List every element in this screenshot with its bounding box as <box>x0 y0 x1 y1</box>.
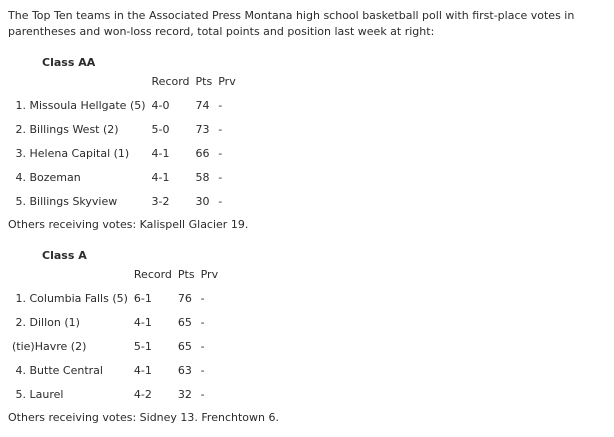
pts-cell: 58 <box>195 171 210 184</box>
table-row: 2. Dillon (1) 4-1 65 - <box>10 312 220 334</box>
intro-paragraph: The Top Ten teams in the Associated Pres… <box>8 8 606 40</box>
record-cell: 4-2 <box>133 388 152 401</box>
record-cell: 6-1 <box>133 292 152 305</box>
table-header-row: Record Pts Prv <box>10 71 238 93</box>
class-a-heading: Class A <box>42 249 87 262</box>
record-cell: 5-0 <box>151 123 170 136</box>
record-cell: 4-1 <box>133 316 152 329</box>
pts-column-header: Pts <box>195 75 213 88</box>
pts-cell: 32 <box>177 388 192 401</box>
section-class-aa: Class AA Record Pts Prv 1. Missoula Hell… <box>8 56 606 233</box>
pts-cell: 63 <box>177 364 192 377</box>
table-row: 2. Billings West (2) 5-0 73 - <box>10 119 238 141</box>
team-cell: 3. Helena Capital (1) <box>12 147 130 160</box>
prv-cell: - <box>218 171 223 184</box>
team-cell: (tie)Havre (2) <box>12 340 87 353</box>
prv-cell: - <box>218 147 223 160</box>
prv-column-header: Prv <box>218 75 236 88</box>
pts-cell: 66 <box>195 147 210 160</box>
record-cell: 3-2 <box>151 195 170 208</box>
others-receiving-votes: Others receiving votes: Kalispell Glacie… <box>8 218 249 231</box>
record-cell: 4-1 <box>133 364 152 377</box>
team-cell: 2. Dillon (1) <box>12 316 80 329</box>
class-aa-heading: Class AA <box>42 56 96 69</box>
table-row: 4. Bozeman 4-1 58 - <box>10 167 238 189</box>
pts-cell: 65 <box>177 316 192 329</box>
team-cell: 1. Columbia Falls (5) <box>12 292 128 305</box>
table-header-row: Record Pts Prv <box>10 264 220 286</box>
prv-cell: - <box>200 364 205 377</box>
pts-cell: 76 <box>177 292 192 305</box>
class-a-table: Record Pts Prv 1. Columbia Falls (5) 6-1… <box>8 262 222 408</box>
table-row: (tie)Havre (2) 5-1 65 - <box>10 336 220 358</box>
prv-column-header: Prv <box>200 268 219 281</box>
intro-line-1: The Top Ten teams in the Associated Pres… <box>8 9 575 22</box>
table-row: 5. Laurel 4-2 32 - <box>10 384 220 406</box>
others-receiving-votes: Others receiving votes: Sidney 13. Frenc… <box>8 411 279 424</box>
table-row: 1. Columbia Falls (5) 6-1 76 - <box>10 288 220 310</box>
table-row: 3. Helena Capital (1) 4-1 66 - <box>10 143 238 165</box>
pts-cell: 74 <box>195 99 210 112</box>
table-row: 5. Billings Skyview 3-2 30 - <box>10 191 238 213</box>
table-row: 4. Butte Central 4-1 63 - <box>10 360 220 382</box>
record-cell: 4-1 <box>151 147 170 160</box>
prv-cell: - <box>200 388 205 401</box>
team-cell: 2. Billings West (2) <box>12 123 119 136</box>
team-cell: 4. Bozeman <box>12 171 81 184</box>
record-cell: 4-0 <box>151 99 170 112</box>
prv-cell: - <box>200 316 205 329</box>
prv-cell: - <box>200 340 205 353</box>
team-cell: 5. Billings Skyview <box>12 195 118 208</box>
section-class-a: Class A Record Pts Prv 1. Columbia Falls… <box>8 249 606 426</box>
team-cell: 5. Laurel <box>12 388 64 401</box>
record-cell: 4-1 <box>151 171 170 184</box>
intro-line-2: parentheses and won-loss record, total p… <box>8 25 435 38</box>
prv-cell: - <box>218 195 223 208</box>
record-column-header: Record <box>133 268 172 281</box>
pts-cell: 73 <box>195 123 210 136</box>
team-header-cell <box>10 71 148 93</box>
prv-cell: - <box>218 99 223 112</box>
pts-cell: 30 <box>195 195 210 208</box>
record-column-header: Record <box>151 75 190 88</box>
team-cell: 1. Missoula Hellgate (5) <box>12 99 146 112</box>
table-row: 1. Missoula Hellgate (5) 4-0 74 - <box>10 95 238 117</box>
prv-cell: - <box>200 292 205 305</box>
pts-column-header: Pts <box>177 268 195 281</box>
team-cell: 4. Butte Central <box>12 364 103 377</box>
team-header-cell <box>10 264 130 286</box>
pts-cell: 65 <box>177 340 192 353</box>
class-aa-table: Record Pts Prv 1. Missoula Hellgate (5) … <box>8 69 240 215</box>
prv-cell: - <box>218 123 223 136</box>
record-cell: 5-1 <box>133 340 152 353</box>
